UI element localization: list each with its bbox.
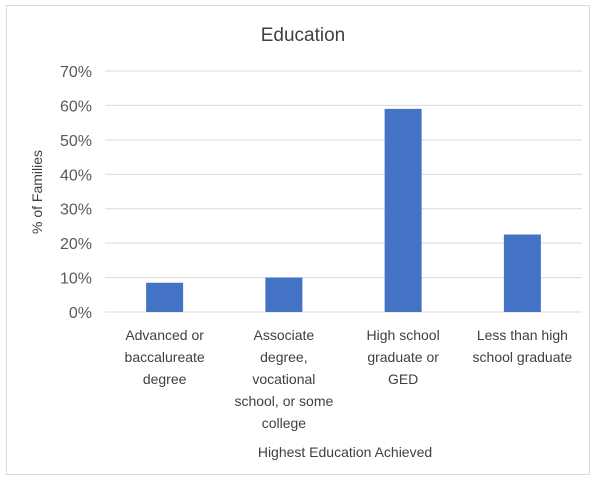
x-axis-title: Highest Education Achieved — [258, 444, 432, 460]
category-label: Associate degree, vocational school, or som… — [234, 327, 333, 431]
y-tick-label: 10% — [60, 271, 92, 288]
bars — [146, 108, 541, 312]
gridlines — [105, 70, 582, 313]
category-label: Advanced or baccalureate degree — [125, 327, 205, 387]
category-label: High school graduate or GED — [367, 327, 440, 387]
bar — [384, 108, 422, 312]
y-tick-label: 70% — [60, 64, 92, 81]
y-tick-label: 20% — [60, 236, 92, 253]
y-tick-label: 0% — [69, 305, 92, 322]
bar — [146, 282, 184, 312]
chart-frame — [6, 5, 590, 475]
bar — [265, 277, 303, 312]
bar — [503, 234, 541, 312]
category-label: Less than high school graduate — [473, 327, 573, 365]
y-tick-label: 30% — [60, 202, 92, 219]
y-axis-title: % of Families — [29, 150, 45, 234]
y-tick-labels: 0% 10% 20% 30% 40% 50% 60% 70% — [60, 64, 92, 322]
y-tick-label: 40% — [60, 167, 92, 184]
y-tick-label: 50% — [60, 133, 92, 150]
chart-title: Education — [261, 25, 346, 46]
y-tick-label: 60% — [60, 98, 92, 115]
category-labels: Advanced or baccalureate degree Associate de… — [125, 327, 573, 431]
